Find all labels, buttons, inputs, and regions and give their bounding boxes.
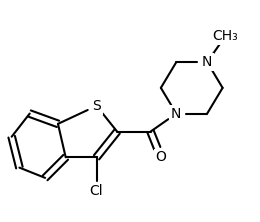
Text: N: N bbox=[202, 55, 212, 69]
Text: Cl: Cl bbox=[90, 184, 103, 198]
Text: O: O bbox=[155, 150, 166, 164]
Text: S: S bbox=[92, 99, 101, 113]
Text: CH₃: CH₃ bbox=[212, 29, 238, 44]
Text: N: N bbox=[171, 107, 181, 121]
